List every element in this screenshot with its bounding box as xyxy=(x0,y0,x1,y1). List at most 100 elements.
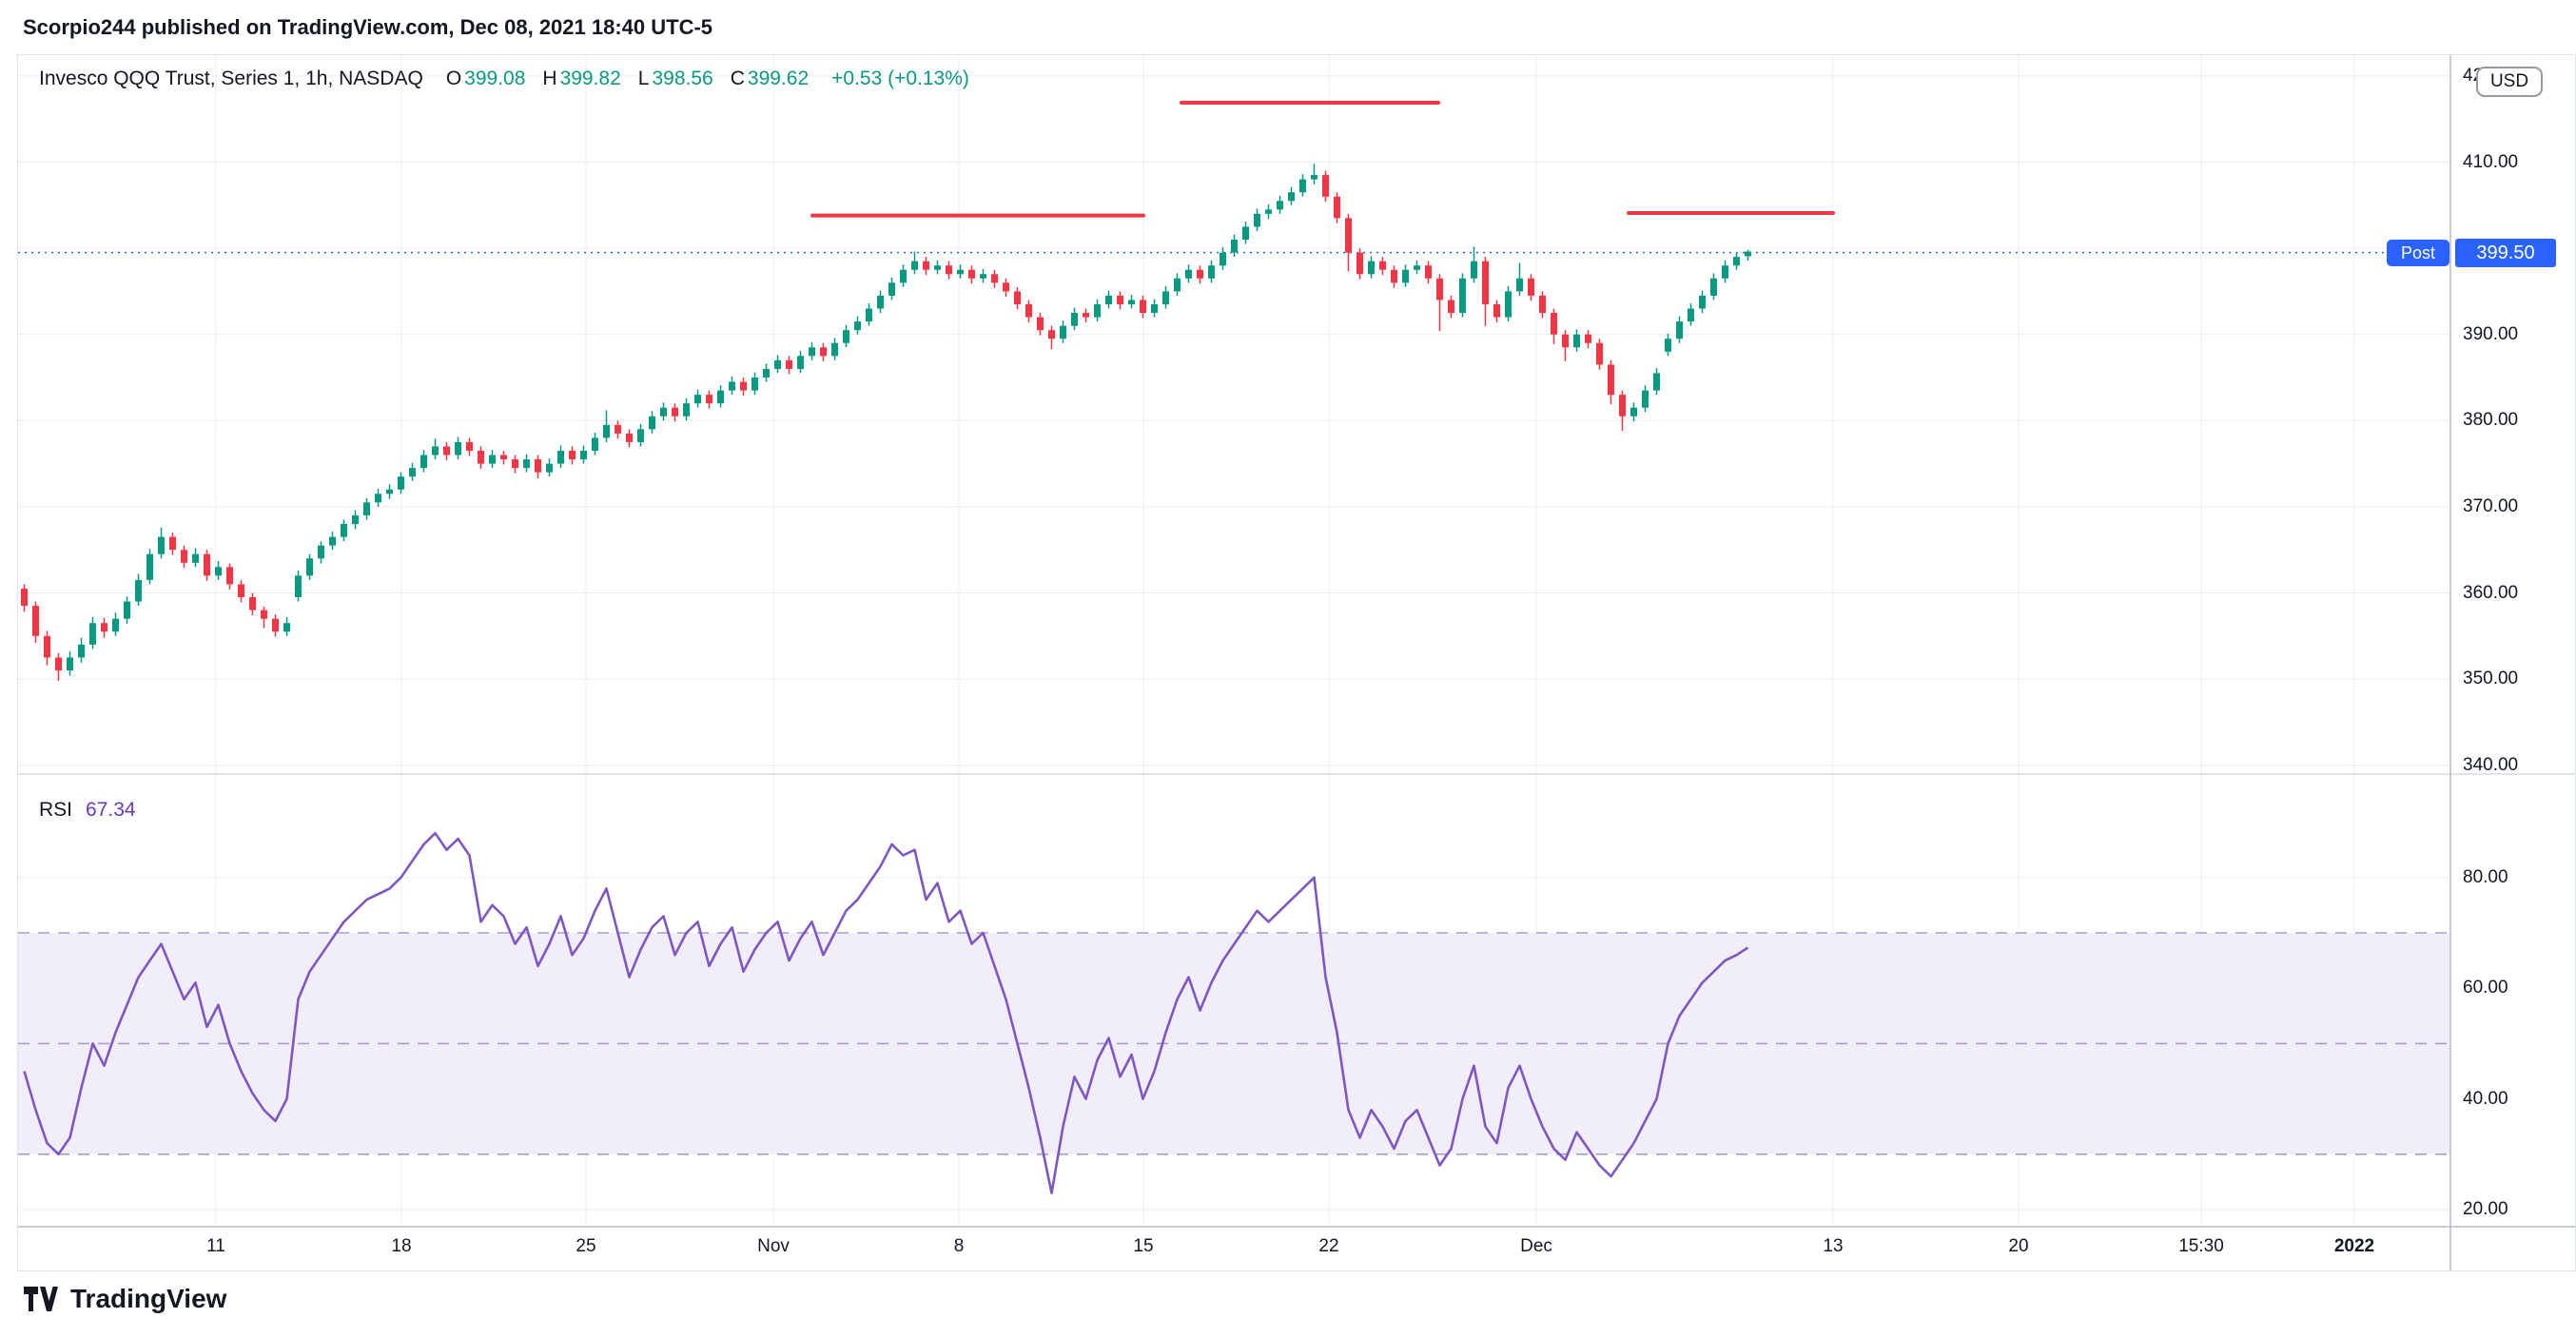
candle-body xyxy=(1185,269,1192,279)
candle-body xyxy=(215,567,222,576)
candle-body xyxy=(1288,192,1295,202)
tradingview-logo-icon[interactable] xyxy=(23,1285,59,1313)
time-tick-label: Nov xyxy=(757,1236,790,1256)
candle-body xyxy=(112,618,119,632)
candle-body xyxy=(1140,300,1146,314)
candle-body xyxy=(249,597,256,610)
candle-body xyxy=(523,459,530,469)
candle-body xyxy=(854,321,861,331)
rsi-tick-label: 60.00 xyxy=(2463,978,2508,998)
candle-body xyxy=(1710,278,1717,296)
candle-body xyxy=(1242,226,1249,241)
candle-body xyxy=(181,550,187,563)
candle-body xyxy=(1128,300,1135,304)
candle-body xyxy=(226,567,233,585)
candle-body xyxy=(1425,265,1432,279)
price-tick-label: 350.00 xyxy=(2463,668,2519,689)
candle-body xyxy=(512,459,518,469)
candle-body xyxy=(672,407,678,417)
candle-body xyxy=(261,610,267,619)
candle-body xyxy=(238,584,244,598)
change-value: +0.53 (+0.13%) xyxy=(831,68,969,89)
candle-body xyxy=(398,476,404,490)
candle-body xyxy=(409,468,416,477)
candle-body xyxy=(1665,339,1671,352)
candle-body xyxy=(1311,175,1317,180)
candle-body xyxy=(455,441,461,455)
candle-body xyxy=(717,390,724,404)
candle-body xyxy=(1197,269,1203,279)
candle-body xyxy=(740,381,747,391)
candle-body xyxy=(295,575,302,598)
candle-body xyxy=(1265,209,1272,214)
candle-body xyxy=(1448,300,1454,314)
candle-body xyxy=(101,623,107,632)
ohlc-l-value: 398.56 xyxy=(652,68,713,89)
candle-body xyxy=(1733,257,1740,266)
candle-body xyxy=(1334,196,1340,219)
candle-body xyxy=(318,545,324,559)
ohlc-c-value: 399.62 xyxy=(747,68,810,89)
time-tick-label: Dec xyxy=(1520,1236,1552,1256)
candle-body xyxy=(1083,313,1089,318)
candle-body xyxy=(1299,179,1306,193)
candle-body xyxy=(1037,317,1044,331)
candle-body xyxy=(489,455,496,464)
ohlc-l-label: L xyxy=(637,68,650,89)
candle-body xyxy=(1562,334,1569,348)
candle-body xyxy=(55,657,62,671)
candle-body xyxy=(1105,295,1112,304)
candle-body xyxy=(1151,303,1158,314)
candle-body xyxy=(1642,390,1649,408)
candle-body xyxy=(67,657,73,671)
time-tick-label: 18 xyxy=(391,1236,412,1256)
candle-body xyxy=(478,451,484,464)
candle-body xyxy=(146,553,153,580)
candle-body xyxy=(432,446,439,455)
candle-body xyxy=(786,359,792,369)
candle-body xyxy=(1676,321,1683,339)
candle-body xyxy=(535,459,541,473)
post-market-pill: Post xyxy=(2387,240,2449,266)
symbol-legend: Invesco QQQ Trust, Series 1, 1h, NASDAQ … xyxy=(39,68,969,90)
candle-body xyxy=(660,407,667,417)
candle-body xyxy=(352,514,359,525)
price-axis[interactable]: 420.00410.00400.00390.00380.00370.00360.… xyxy=(2451,55,2575,1227)
candle-body xyxy=(158,536,165,554)
candle-body xyxy=(843,330,849,343)
chart-area[interactable]: Invesco QQQ Trust, Series 1, 1h, NASDAQ … xyxy=(17,54,2576,1271)
candle-body xyxy=(1025,303,1032,318)
candle-body xyxy=(1003,282,1009,292)
candle-body xyxy=(500,455,507,460)
ohlc-h-label: H xyxy=(542,68,557,89)
candle-body xyxy=(1391,269,1397,283)
tradingview-logo-text[interactable]: TradingView xyxy=(70,1284,227,1313)
candle-body xyxy=(649,416,655,430)
candle-body xyxy=(420,455,427,469)
candle-body xyxy=(1653,373,1660,391)
candle-body xyxy=(169,536,176,551)
candle-body xyxy=(386,489,393,494)
last-price-badge: 399.50 xyxy=(2455,239,2556,267)
time-axis[interactable]: 11 18 25 Nov 8 15 22 Dec 13 20 15:30 2022 xyxy=(18,1228,2575,1270)
candle-body xyxy=(569,451,576,460)
candle-body xyxy=(1471,261,1477,279)
candle-body xyxy=(1505,291,1512,318)
chart-canvas[interactable] xyxy=(18,55,2575,1270)
candle-body xyxy=(900,269,907,283)
candle-body xyxy=(1071,313,1078,326)
candle-body xyxy=(192,553,199,563)
ohlc-c-label: C xyxy=(730,68,745,89)
candle-body xyxy=(21,588,28,607)
rsi-line xyxy=(23,831,1749,1194)
candle-body xyxy=(1322,175,1329,197)
candle-body xyxy=(809,347,815,357)
candle-body xyxy=(557,451,564,464)
candle-body xyxy=(934,265,941,270)
time-tick-label: 8 xyxy=(953,1236,965,1256)
candle-body xyxy=(1551,313,1557,335)
candle-body xyxy=(1482,261,1489,304)
currency-badge[interactable]: USD xyxy=(2476,67,2543,97)
candle-body xyxy=(751,378,758,391)
candle-body xyxy=(626,433,633,442)
